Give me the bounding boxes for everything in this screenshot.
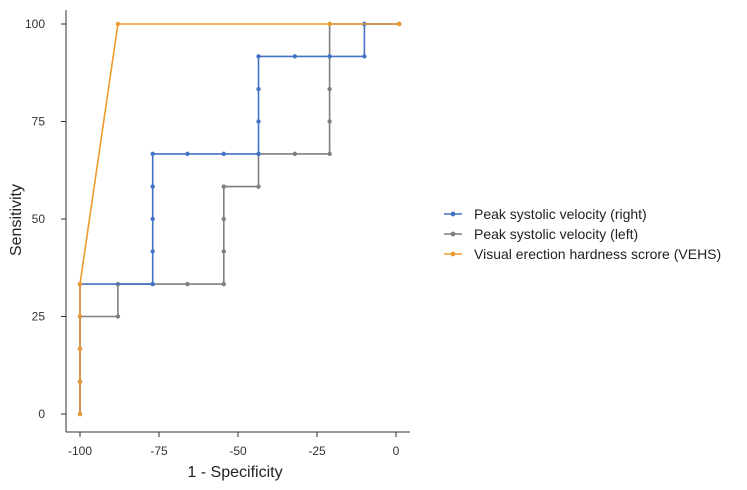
data-point — [256, 86, 261, 92]
axes — [65, 10, 410, 433]
data-point — [77, 346, 83, 352]
data-point — [185, 281, 190, 287]
y-tick-label: 25 — [32, 310, 46, 324]
series-line — [79, 23, 400, 414]
data-point — [77, 281, 83, 287]
y-tick-label: 100 — [25, 17, 45, 31]
y-tick-label: 50 — [32, 212, 46, 226]
data-point — [327, 54, 332, 59]
legend-label: Peak systolic velocity (left) — [474, 226, 638, 242]
legend-swatch-marker — [450, 231, 456, 237]
series-line — [79, 23, 400, 414]
data-point — [77, 411, 83, 417]
data-point — [292, 151, 298, 157]
data-point — [77, 314, 83, 319]
data-point — [256, 119, 261, 124]
legend-swatch-marker — [450, 211, 456, 217]
y-axis-title: Sensitivity — [8, 184, 25, 256]
data-point — [327, 151, 332, 157]
legend-label: Peak systolic velocity (right) — [474, 206, 647, 222]
x-tick-label: -75 — [150, 444, 168, 458]
data-point — [256, 184, 261, 189]
data-point — [221, 216, 226, 222]
data-point — [150, 281, 155, 287]
legend-item: Visual erection hardness scrore (VEHS) — [444, 246, 721, 262]
data-point — [256, 54, 261, 59]
data-point — [327, 21, 332, 27]
data-point — [396, 21, 402, 27]
series-2 — [77, 21, 402, 417]
data-point — [327, 119, 332, 124]
data-point — [221, 281, 226, 287]
series-layer — [77, 21, 402, 417]
ticks: -100 -75 -50 -25 0 0 25 50 75 100 — [25, 17, 400, 458]
data-point — [221, 249, 226, 254]
y-tick-label: 0 — [38, 407, 45, 421]
x-axis-title: 1 - Specificity — [187, 464, 282, 481]
data-point — [327, 86, 332, 92]
data-point — [256, 151, 261, 157]
series-0 — [77, 21, 402, 417]
series-line — [79, 23, 400, 414]
x-tick-label: -25 — [308, 444, 326, 458]
data-point — [115, 314, 121, 319]
data-point — [185, 151, 190, 157]
y-tick-label: 75 — [32, 115, 46, 129]
data-point — [362, 54, 367, 59]
data-point — [77, 379, 83, 384]
legend-item: Peak systolic velocity (left) — [444, 226, 638, 242]
series-1 — [77, 21, 402, 417]
legend: Peak systolic velocity (right) Peak systo… — [444, 206, 721, 262]
legend-item: Peak systolic velocity (right) — [444, 206, 647, 222]
x-tick-label: 0 — [393, 444, 400, 458]
data-point — [221, 184, 226, 189]
legend-swatch-marker — [450, 251, 456, 257]
data-point — [221, 151, 226, 157]
data-point — [292, 54, 298, 59]
data-point — [115, 21, 121, 27]
data-point — [150, 151, 155, 157]
data-point — [150, 184, 155, 189]
x-tick-label: -100 — [68, 444, 92, 458]
x-tick-label: -50 — [229, 444, 247, 458]
data-point — [150, 216, 155, 222]
data-point — [150, 249, 155, 254]
legend-label: Visual erection hardness scrore (VEHS) — [474, 246, 721, 262]
